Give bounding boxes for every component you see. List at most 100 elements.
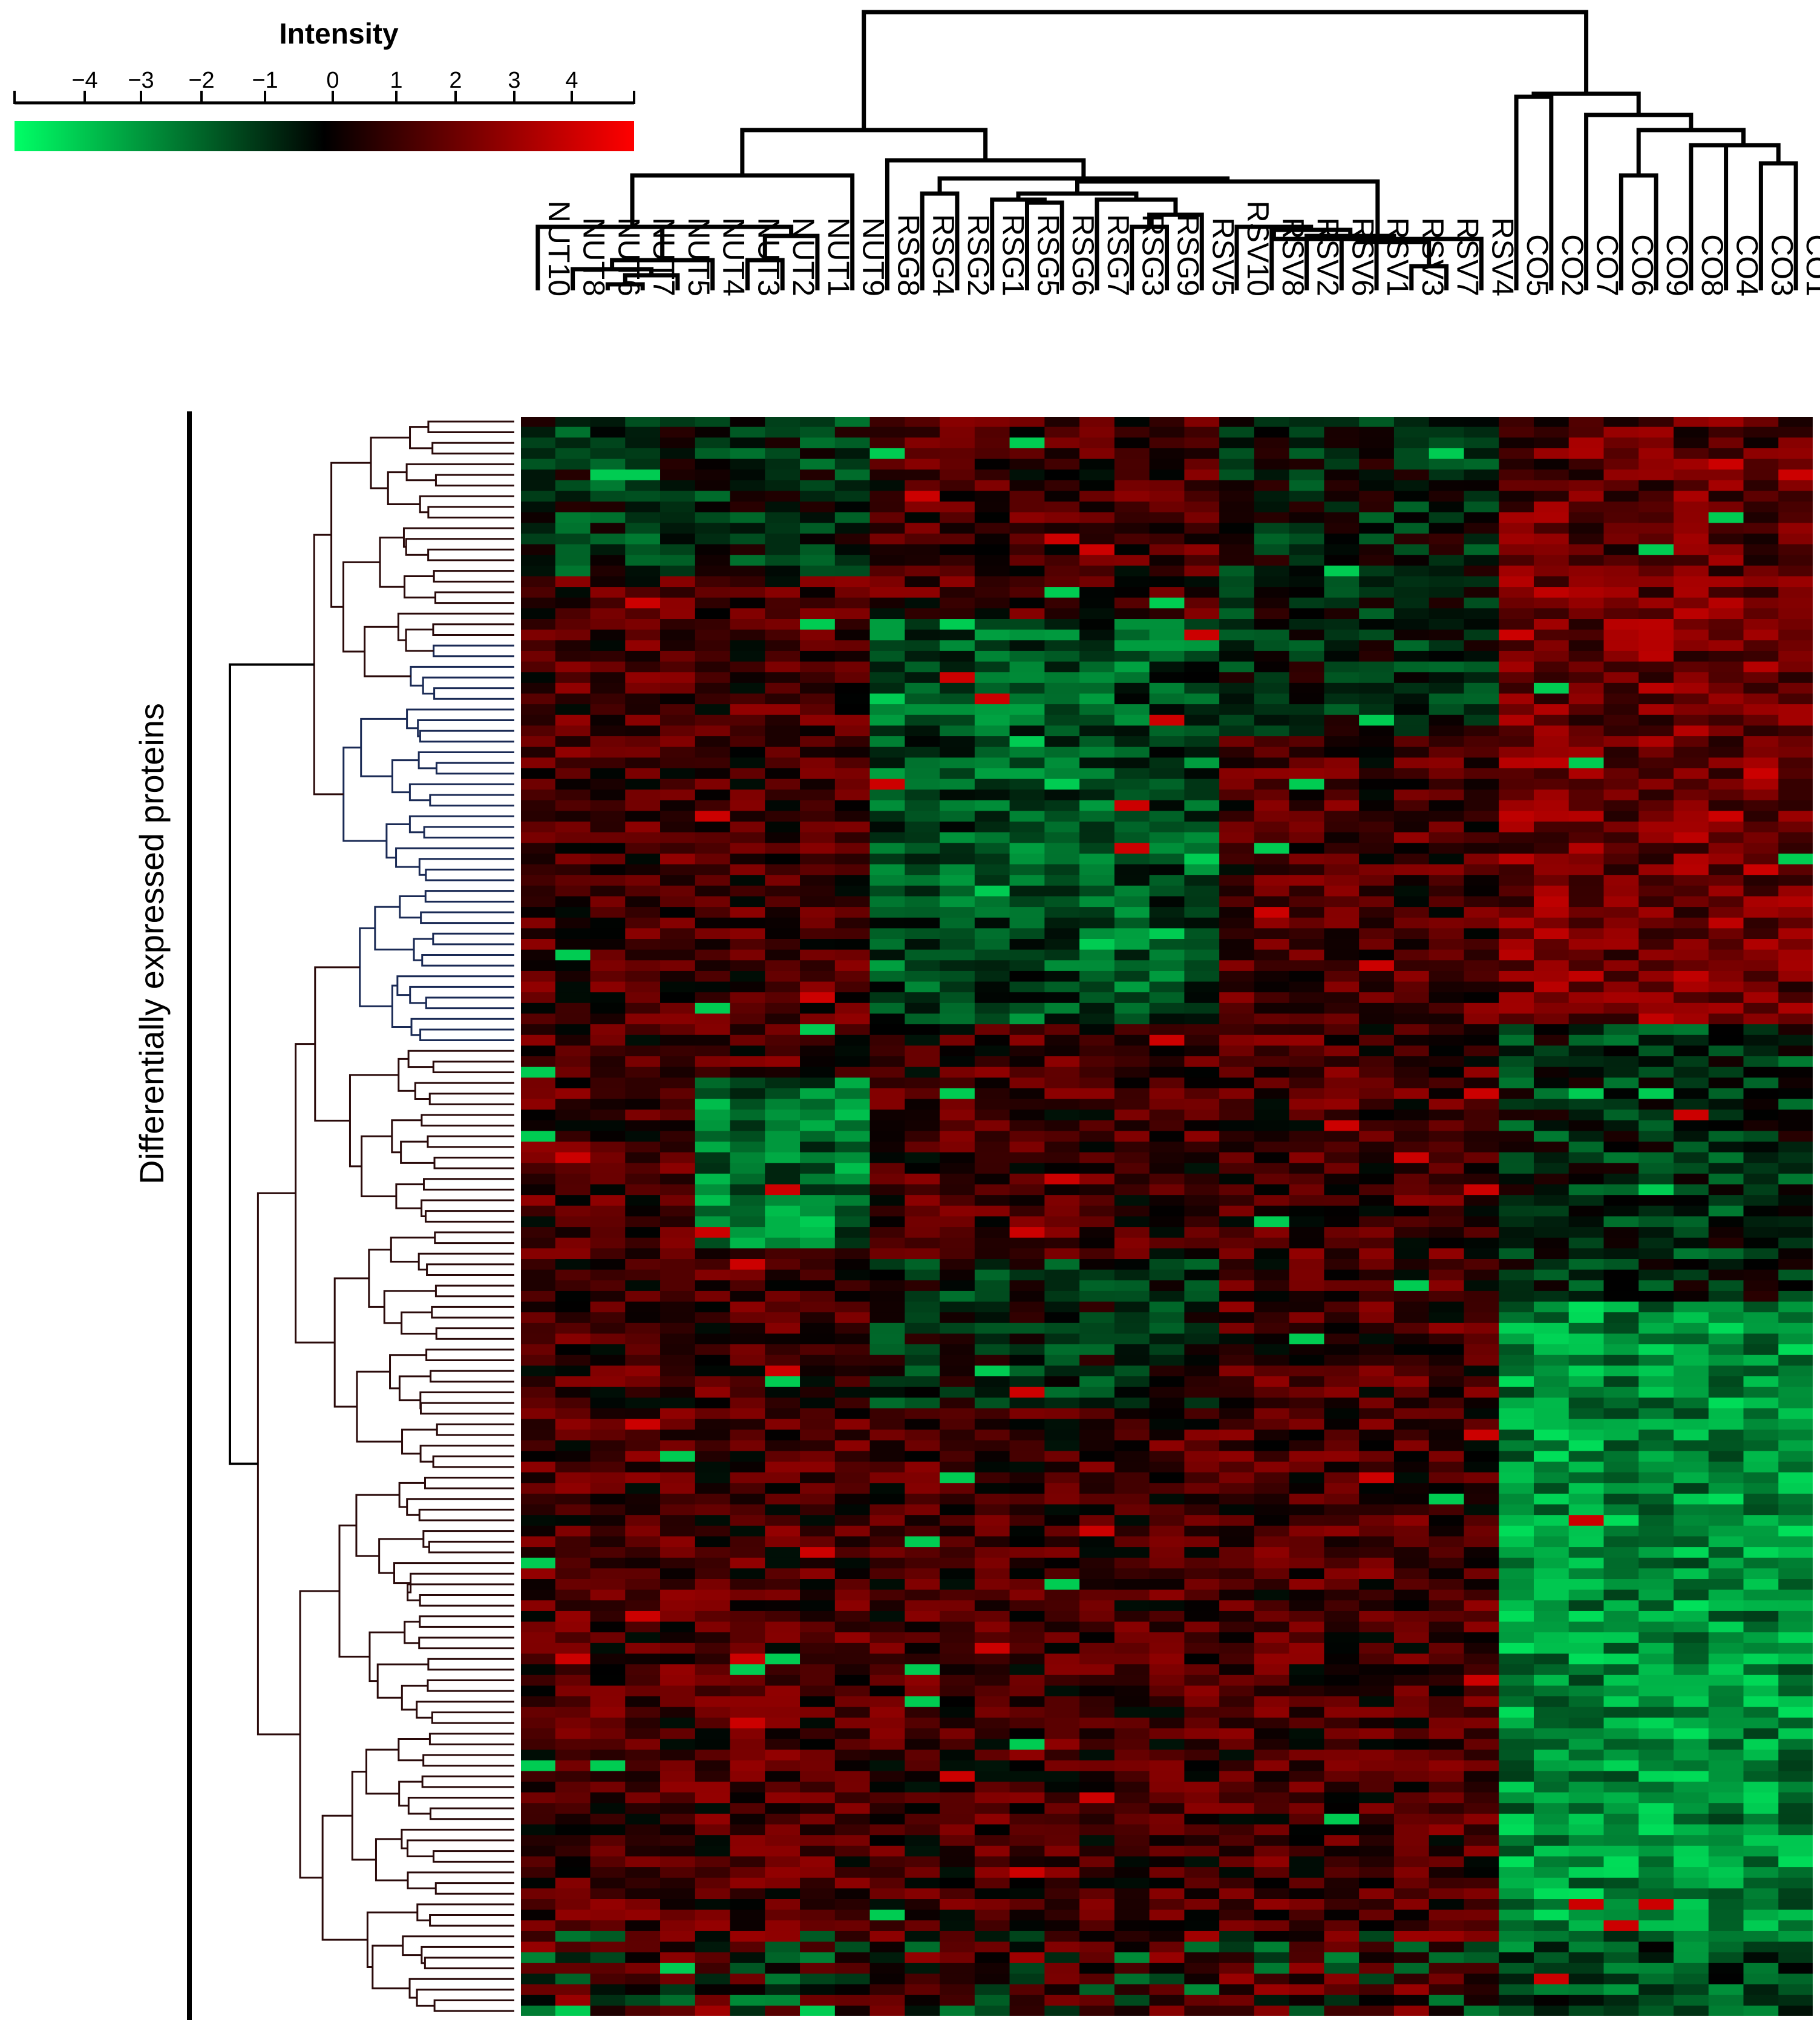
heatmap-cell <box>765 1333 800 1345</box>
column-label: CO4 <box>1730 234 1764 296</box>
heatmap-cell <box>1219 512 1255 523</box>
heatmap-cell <box>1254 1365 1290 1377</box>
heatmap-cell <box>695 1333 731 1345</box>
heatmap-cell <box>730 1259 765 1270</box>
heatmap-cell <box>940 1344 975 1356</box>
heatmap-cell <box>520 1216 556 1227</box>
heatmap-cell <box>1079 1035 1115 1046</box>
heatmap-cell <box>1044 512 1080 523</box>
heatmap-cell <box>1708 1216 1744 1227</box>
heatmap-cell <box>1079 822 1115 833</box>
heatmap-cell <box>1568 1045 1605 1057</box>
dendrogram-branch <box>374 906 414 951</box>
heatmap-cell <box>1429 1760 1465 1772</box>
heatmap-cell <box>555 875 591 886</box>
heatmap-cell <box>1638 853 1674 865</box>
heatmap-cell <box>905 661 940 673</box>
heatmap-cell <box>1499 576 1534 587</box>
heatmap-cell <box>1359 1547 1395 1558</box>
dendrogram-branch <box>342 747 387 842</box>
heatmap-cell <box>834 1035 871 1046</box>
heatmap-cell <box>730 907 765 918</box>
heatmap-cell <box>1778 1462 1814 1473</box>
heatmap-cell <box>1393 565 1430 577</box>
heatmap-cell <box>905 992 940 1004</box>
heatmap-cell <box>1254 523 1290 534</box>
heatmap-cell <box>695 1344 731 1356</box>
heatmap-cell <box>1743 1195 1779 1206</box>
heatmap-cell <box>1114 502 1150 513</box>
heatmap-cell <box>1568 1099 1605 1110</box>
heatmap-cell <box>1254 1718 1290 1729</box>
heatmap-cell <box>1009 1568 1045 1580</box>
heatmap-cell <box>1393 1579 1430 1590</box>
heatmap-cell <box>1009 693 1045 705</box>
heatmap-cell <box>660 1344 696 1356</box>
heatmap-cell <box>1009 672 1045 684</box>
heatmap-cell <box>834 1568 871 1580</box>
column-label: CO5 <box>1520 234 1554 296</box>
heatmap-cell <box>1114 1280 1150 1292</box>
heatmap-cell <box>1219 576 1255 587</box>
heatmap-cell <box>1149 917 1185 929</box>
heatmap-cell <box>590 917 626 929</box>
heatmap-cell <box>1289 502 1325 513</box>
heatmap-cell <box>1149 1675 1185 1686</box>
heatmap-cell <box>800 1301 836 1313</box>
heatmap-cell <box>800 1504 836 1515</box>
heatmap-cell <box>1638 1621 1674 1633</box>
heatmap-cell <box>905 747 940 758</box>
heatmap-cell <box>834 1589 871 1601</box>
heatmap-cell <box>869 1557 905 1569</box>
heatmap-cell <box>1254 970 1290 982</box>
heatmap-cell <box>1568 1131 1605 1142</box>
heatmap-cell <box>1114 448 1150 460</box>
heatmap-cell <box>1638 1013 1674 1025</box>
heatmap-cell <box>834 587 871 598</box>
heatmap-cell <box>905 768 940 780</box>
heatmap-cell <box>555 523 591 534</box>
heatmap-cell <box>1638 672 1674 684</box>
heatmap-cell <box>1184 1344 1220 1356</box>
heatmap-cell <box>1079 1536 1115 1548</box>
heatmap-cell <box>1568 1525 1605 1537</box>
heatmap-cell <box>590 619 626 630</box>
heatmap-cell <box>1393 1290 1430 1303</box>
heatmap-cell <box>1533 843 1570 854</box>
heatmap-cell <box>695 1312 731 1324</box>
heatmap-cell <box>555 1707 591 1718</box>
heatmap-cell <box>625 1163 661 1174</box>
heatmap-cell <box>625 1547 661 1558</box>
heatmap-cell <box>1603 555 1639 566</box>
heatmap-cell <box>1219 459 1255 470</box>
heatmap-cell <box>1009 555 1045 566</box>
heatmap-cell <box>1254 939 1290 950</box>
heatmap-cell <box>1603 416 1639 428</box>
heatmap-cell <box>1638 587 1674 598</box>
heatmap-cell <box>730 1131 765 1142</box>
heatmap-cell <box>834 1696 871 1708</box>
heatmap-cell <box>1743 1408 1779 1420</box>
heatmap-cell <box>1219 949 1255 961</box>
heatmap-cell <box>695 1419 731 1430</box>
heatmap-cell <box>520 469 556 481</box>
heatmap-cell <box>1324 1536 1360 1548</box>
heatmap-cell <box>940 1269 975 1281</box>
heatmap-cell <box>1778 864 1814 875</box>
heatmap-cell <box>1743 1248 1779 1260</box>
heatmap-cell <box>1778 1760 1814 1772</box>
heatmap-cell <box>940 1301 975 1313</box>
heatmap-cell <box>1359 1600 1395 1612</box>
heatmap-cell <box>1429 1163 1465 1174</box>
heatmap-cell <box>1429 1077 1465 1089</box>
heatmap-cell <box>869 1163 905 1174</box>
column-label: RSV3 <box>1416 217 1450 296</box>
heatmap-cell <box>1114 1131 1150 1142</box>
heatmap-cell <box>869 502 905 513</box>
heatmap-cell <box>555 576 591 587</box>
heatmap-cell <box>834 1472 871 1483</box>
heatmap-cell <box>1289 1163 1325 1174</box>
heatmap-cell <box>1464 1376 1499 1388</box>
heatmap-cell <box>940 1355 975 1366</box>
heatmap-cell <box>1533 661 1570 673</box>
